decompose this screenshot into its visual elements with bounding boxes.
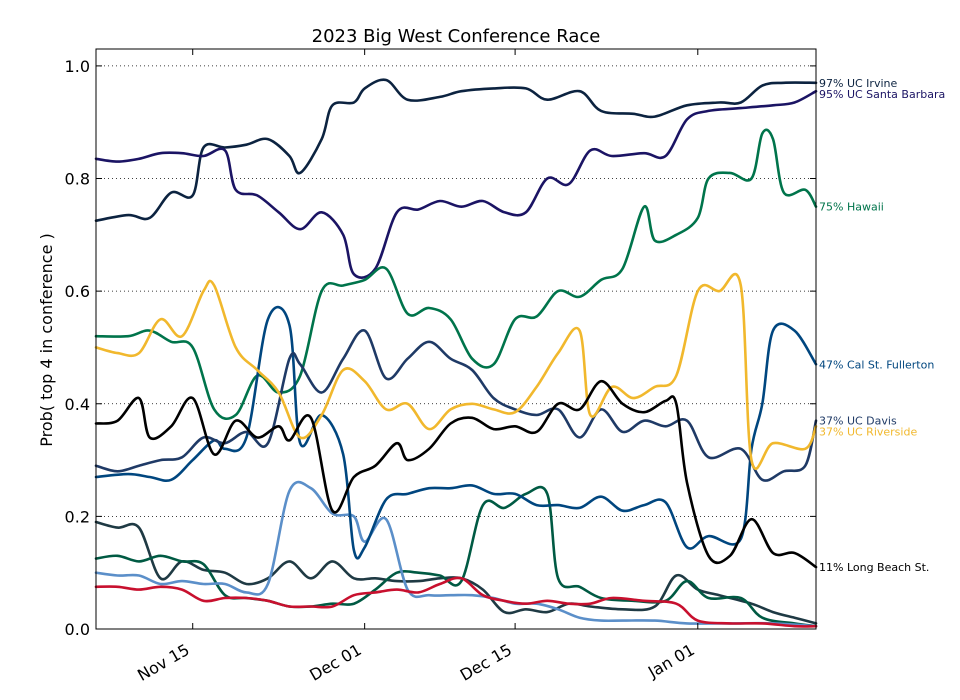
series-line-series-8 (94, 485, 818, 628)
end-label-long-beach-st: 11% Long Beach St. (819, 561, 929, 574)
y-tick-label: 0.4 (65, 395, 90, 414)
y-axis-label: Prob( top 4 in conference ) (37, 233, 56, 447)
y-tick-label: 0.6 (65, 282, 90, 301)
series-lines (94, 78, 818, 628)
series-line-series-9 (94, 480, 818, 628)
plot-frame (95, 48, 817, 630)
grid (96, 65, 816, 630)
end-label-uc-davis: 37% UC Davis (819, 415, 897, 428)
series-line-uc-riverside (94, 272, 818, 471)
y-tick-label: 0.0 (65, 620, 90, 639)
series-line-uc-davis (94, 329, 818, 482)
series-line-uc-santa-barbara (94, 89, 818, 279)
x-tick-label: Dec 15 (457, 640, 515, 685)
x-tick-label: Nov 15 (134, 640, 193, 685)
series-line-uc-irvine (94, 78, 818, 222)
end-label-hawaii: 75% Hawaii (819, 201, 884, 214)
end-label-uc-irvine: 97% UC Irvine (819, 77, 897, 90)
series-line-long-beach-st (94, 379, 818, 569)
series-line-series-10 (94, 576, 818, 628)
end-label-cal-st-fullerton: 47% Cal St. Fullerton (819, 358, 934, 371)
end-label-uc-riverside: 37% UC Riverside (819, 426, 917, 439)
x-tick-label: Dec 01 (306, 640, 364, 685)
y-tick-label: 0.2 (65, 507, 90, 526)
y-tick-label: 1.0 (65, 57, 90, 76)
series-line-hawaii (94, 128, 818, 421)
x-tick-label: Jan 01 (644, 640, 698, 682)
y-tick-label: 0.8 (65, 170, 90, 189)
series-line-cal-st-fullerton (94, 306, 818, 560)
chart-title: 2023 Big West Conference Race (312, 26, 601, 47)
end-label-uc-santa-barbara: 95% UC Santa Barbara (819, 88, 945, 101)
